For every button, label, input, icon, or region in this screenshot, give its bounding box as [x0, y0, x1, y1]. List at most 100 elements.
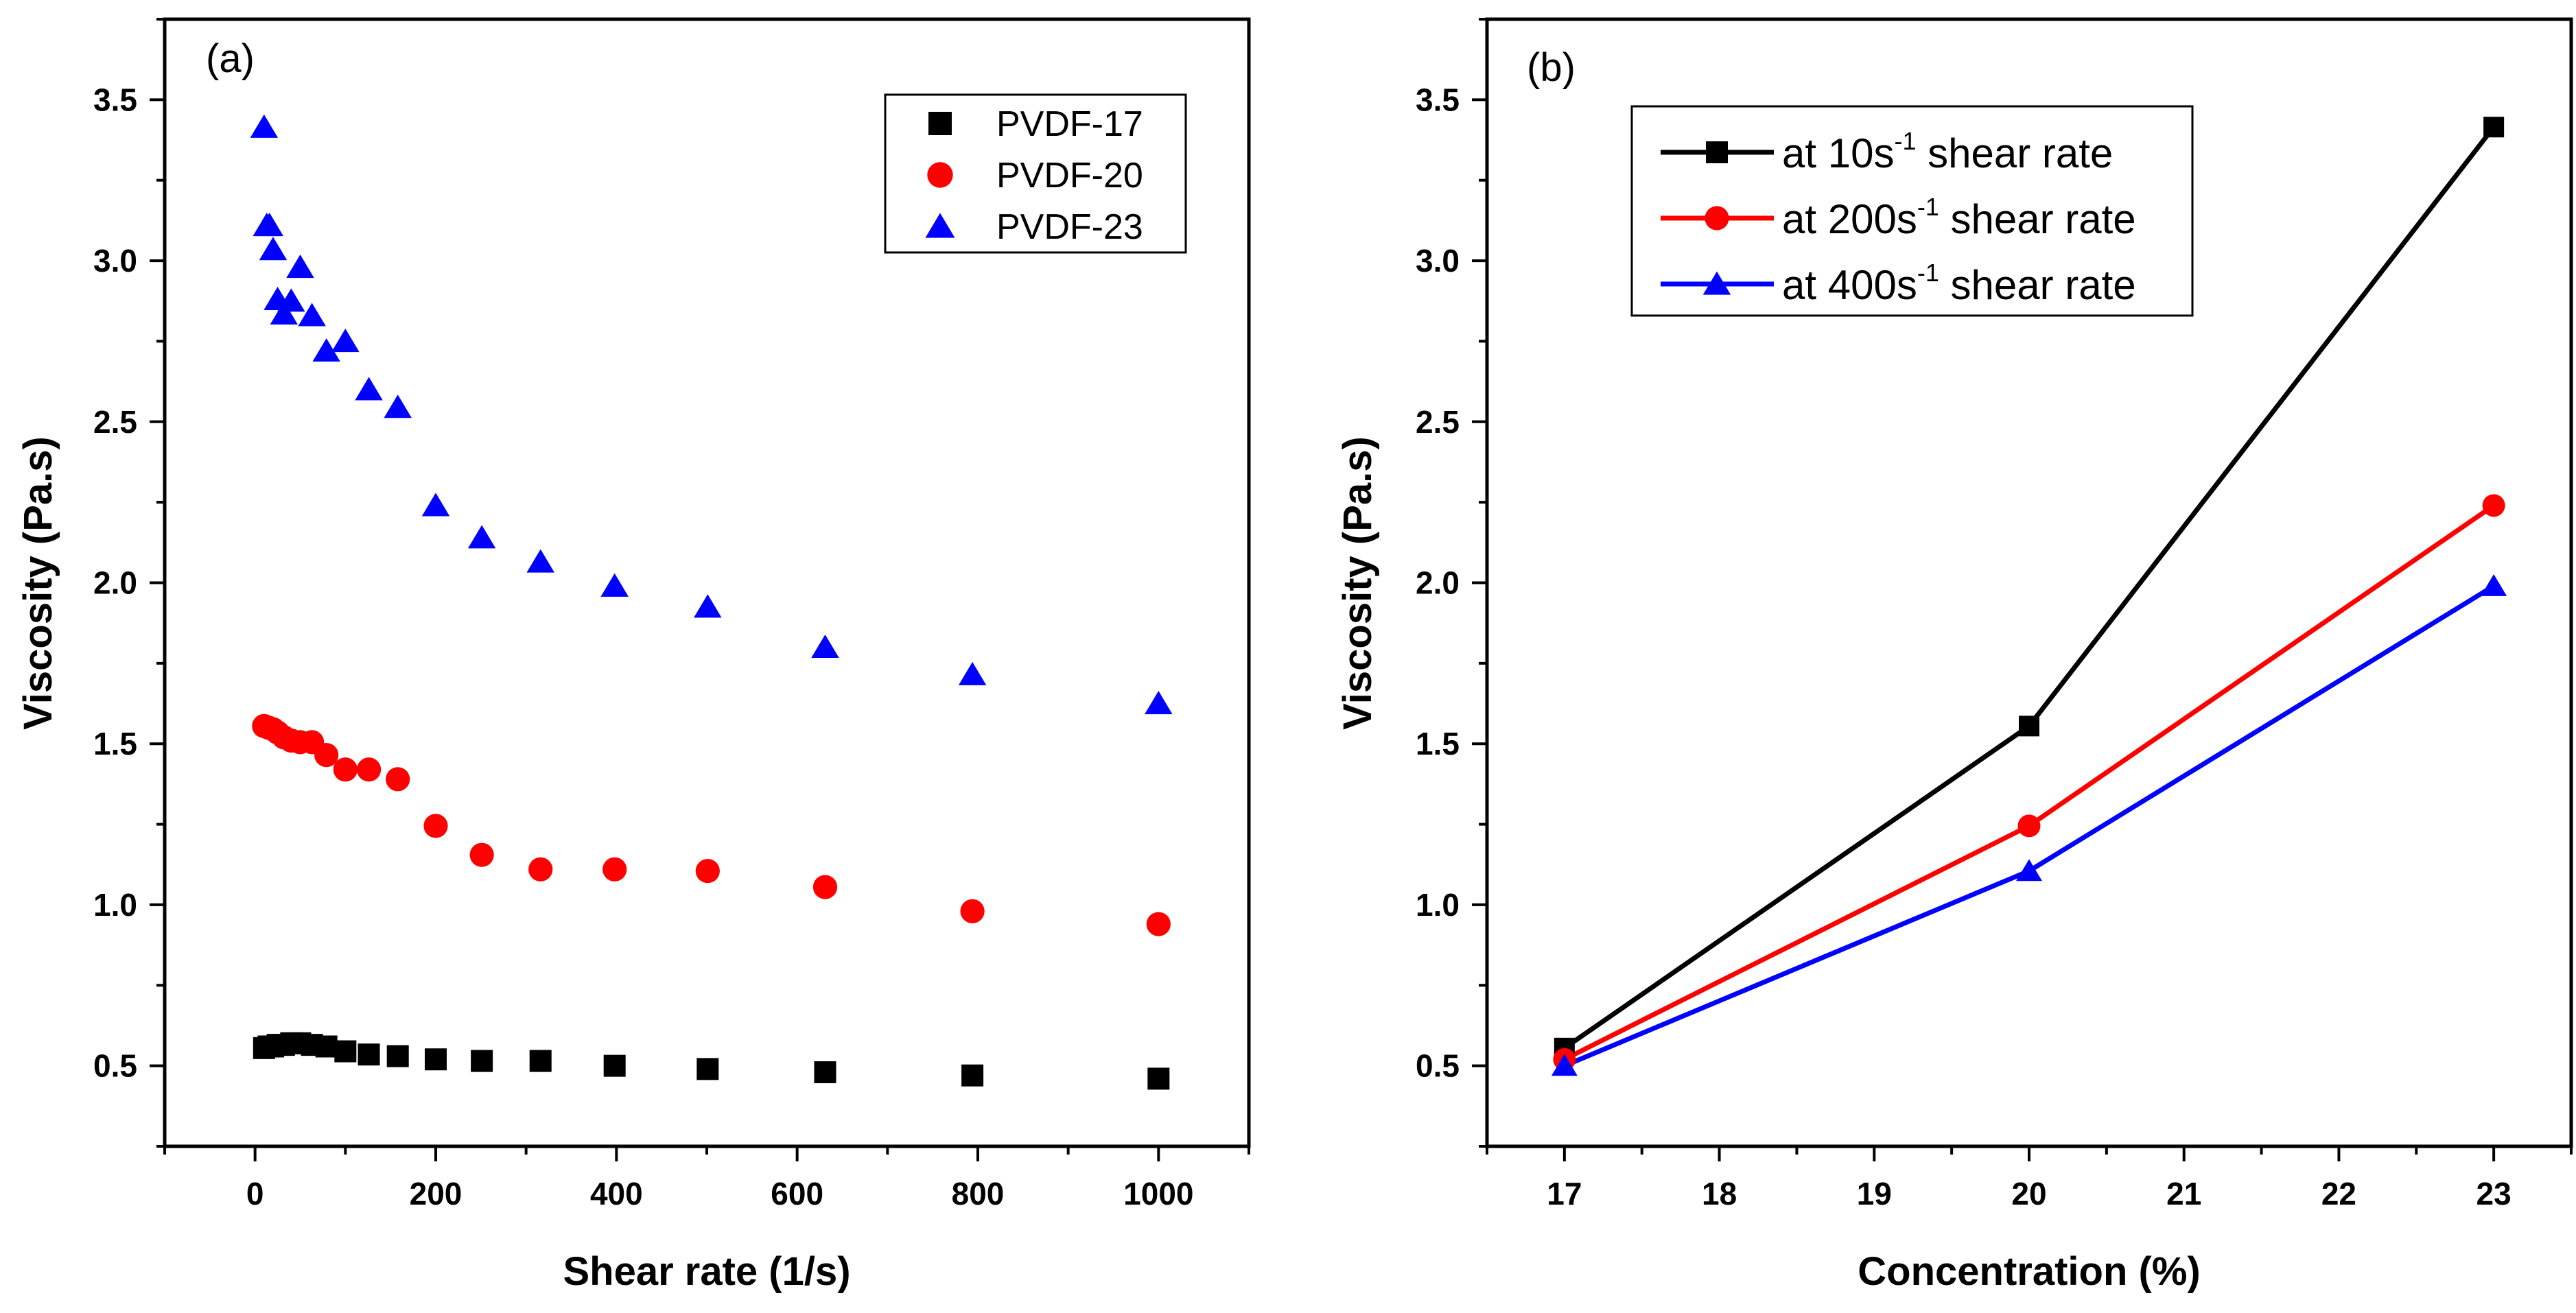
pvdf-20-data-point	[423, 814, 448, 838]
pvdf-17-data-point	[334, 1040, 357, 1063]
pvdf-20-data-point	[812, 875, 838, 899]
pvdf-17-data-point	[315, 1035, 338, 1058]
pvdf-23-data-point	[467, 525, 496, 549]
pvdf-23-data-point	[286, 255, 314, 279]
pvdf-23-data-point	[259, 237, 288, 261]
panel-b: (b) 17 18 19 20 21 22 23 0.5 1.0 1.5 2.0 2.5 3.0 3.5…	[1335, 17, 2573, 1294]
panel-b-x-tick-label: 18	[1702, 1176, 1737, 1211]
panel-b-x-tick-label: 17	[1547, 1176, 1582, 1211]
series-0-data-point	[2019, 715, 2039, 737]
panel-b-label: (b)	[1527, 45, 1576, 90]
pvdf-17-data-point	[471, 1050, 493, 1072]
panel-b-y-tick-label: 2.5	[1416, 404, 1460, 440]
pvdf-17-data-point	[603, 1054, 626, 1077]
series-line-1	[1563, 503, 2496, 1062]
series-1-data-point	[2017, 814, 2041, 838]
pvdf-17-data-point	[961, 1064, 984, 1087]
panel-b-y-axis-title: Viscosity (Pa.s)	[1335, 436, 1380, 730]
pvdf-23-data-point	[694, 594, 722, 618]
panel-a-x-tick-label: 0	[246, 1176, 264, 1211]
panel-b-x-axis-title: Concentration (%)	[1858, 1249, 2200, 1294]
panel-b-x-tick-label: 23	[2477, 1176, 2511, 1211]
panel-a-x-tick-label: 1000	[1123, 1176, 1193, 1211]
pvdf-20-data-point	[528, 857, 553, 882]
pvdf-23-data-point	[526, 549, 554, 573]
legend-marker-1	[1705, 206, 1729, 230]
panel-a-y-tick-label: 2.0	[93, 565, 137, 601]
legend-label-1: at 200s-1 shear rate	[1782, 193, 2136, 242]
legend-marker-pvdf-23	[925, 213, 955, 238]
panel-a-legend: PVDF-17 PVDF-20 PVDF-23	[884, 93, 1187, 254]
panel-a-y-axis-title: Viscosity (Pa.s)	[16, 436, 60, 730]
pvdf-17-data-point	[1147, 1067, 1170, 1090]
pvdf-23-data-point	[355, 377, 383, 401]
panel-b-x-tick-label: 21	[2166, 1176, 2201, 1211]
pvdf-20-data-point	[386, 767, 410, 792]
pvdf-23-data-point	[958, 661, 987, 685]
pvdf-20-data-point	[314, 743, 339, 768]
series-2-data-point	[2481, 573, 2507, 596]
pvdf-17-data-point	[529, 1050, 552, 1072]
series-1-data-point	[2482, 494, 2505, 517]
pvdf-17-data-point	[358, 1043, 380, 1066]
pvdf-20-data-point	[695, 859, 720, 884]
pvdf-23-data-point	[384, 394, 412, 418]
panel-a-y-tick-label: 1.5	[93, 726, 137, 761]
pvdf-17-data-point	[386, 1045, 409, 1067]
panel-a-x-tick-label: 600	[771, 1176, 823, 1211]
pvdf-23-data-point	[600, 573, 629, 597]
legend-label-0-superscript: -1	[1894, 127, 1916, 155]
panel-a-y-tick-label: 3.5	[93, 82, 137, 117]
pvdf-23-data-point	[298, 303, 326, 327]
legend-label-2: at 400s-1 shear rate	[1782, 259, 2136, 308]
panel-a-y-tick-label: 3.0	[93, 243, 137, 279]
pvdf-23-data-point	[1145, 691, 1173, 715]
legend-label-pvdf-20: PVDF-20	[996, 156, 1143, 196]
panel-b-y-tick-label: 3.5	[1416, 82, 1460, 117]
pvdf-20-data-point	[1146, 912, 1171, 936]
legend-marker-0	[1706, 141, 1728, 163]
panel-b-y-tick-label: 2.0	[1416, 565, 1460, 601]
panel-a-y-tick-label: 2.5	[93, 404, 137, 440]
panel-b-legend: at 10s-1 shear rate at 200s-1 shear rate a…	[1630, 105, 2194, 317]
legend-marker-2	[1702, 271, 1731, 295]
legend-label-pvdf-23: PVDF-23	[996, 207, 1143, 247]
panel-a-y-tick-label: 0.5	[93, 1048, 137, 1084]
pvdf-23-data-point	[811, 634, 839, 659]
legend-label-1-tail: shear rate	[1939, 196, 2136, 242]
pvdf-17-data-point	[696, 1058, 719, 1080]
pvdf-23-data-point	[255, 213, 283, 237]
legend-label-0: at 10s-1 shear rate	[1782, 127, 2113, 176]
legend-marker-pvdf-20	[927, 162, 953, 188]
pvdf-23-data-point	[331, 329, 360, 353]
panel-a-x-tick-label: 800	[952, 1176, 1005, 1211]
panel-a: (a) 0 200 400 600 800 1000 0.5 1.0 1.5 2.0 2.5 3.0…	[16, 17, 1251, 1294]
panel-b-legend-box	[1630, 105, 2194, 317]
series-2-data-point	[2016, 859, 2042, 882]
legend-label-0-tail: shear rate	[1916, 130, 2113, 176]
series-2-data-point	[1551, 1054, 1578, 1076]
panel-b-y-tick-label: 1.0	[1416, 887, 1460, 923]
pvdf-20-data-point	[356, 757, 382, 782]
pvdf-20-data-point	[960, 899, 985, 923]
pvdf-23-data-point	[250, 114, 279, 138]
legend-marker-pvdf-17	[928, 112, 952, 135]
panel-a-y-tick-label: 1.0	[93, 887, 137, 923]
pvdf-20-data-point	[602, 857, 627, 882]
legend-label-2-tail: shear rate	[1939, 262, 2136, 308]
pvdf-23-data-point	[312, 338, 340, 362]
legend-label-2-superscript: -1	[1917, 259, 1939, 287]
panel-a-x-axis-title: Shear rate (1/s)	[563, 1249, 850, 1294]
panel-a-label: (a)	[206, 36, 255, 81]
pvdf-17-data-point	[425, 1048, 447, 1071]
panel-a-x-tick-label: 400	[590, 1176, 643, 1211]
panel-b-y-tick-label: 3.0	[1416, 243, 1460, 279]
legend-label-pvdf-17: PVDF-17	[996, 104, 1143, 144]
pvdf-23-data-point	[421, 493, 450, 517]
panel-b-y-tick-label: 1.5	[1416, 726, 1460, 761]
legend-label-1-superscript: -1	[1917, 193, 1939, 221]
panel-a-x-tick-label: 200	[410, 1176, 462, 1211]
pvdf-20-data-point	[469, 842, 494, 867]
